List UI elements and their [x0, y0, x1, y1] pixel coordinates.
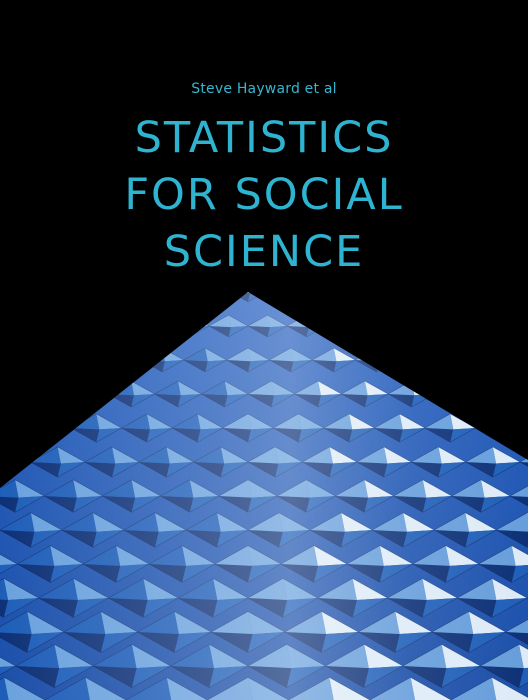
title-line-3: SCIENCE	[163, 227, 365, 277]
pyramid-facade	[0, 292, 528, 700]
book-title: STATISTICS FOR SOCIAL SCIENCE	[0, 110, 528, 281]
title-line-2: FOR SOCIAL	[124, 170, 404, 220]
author-name: Steve Hayward et al	[191, 81, 337, 97]
title-line-1: STATISTICS	[134, 113, 394, 163]
